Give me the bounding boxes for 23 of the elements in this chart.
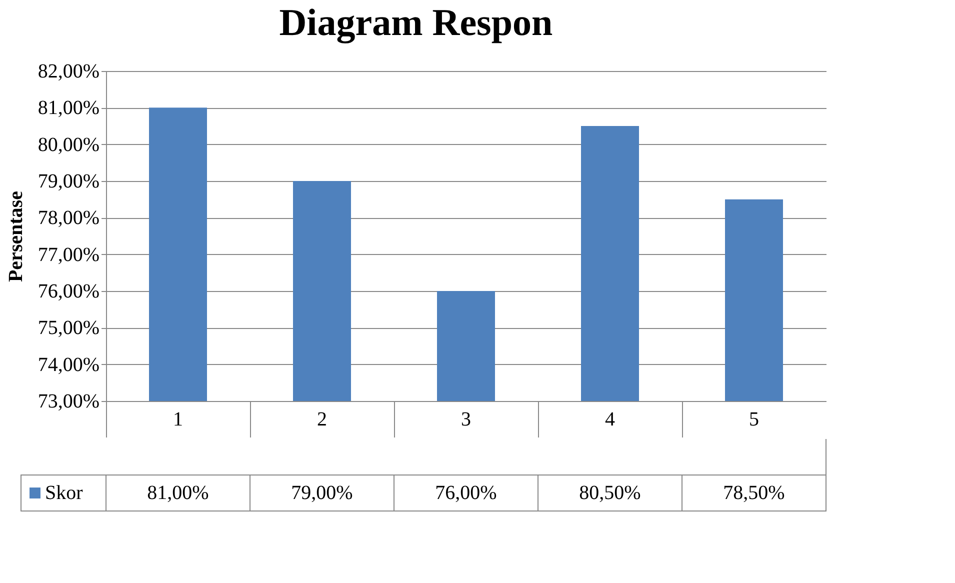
x-tick-label: 5 bbox=[749, 408, 759, 430]
x-tick-label: 3 bbox=[461, 408, 471, 430]
y-tick-label: 80,00% bbox=[38, 134, 100, 156]
data-label: 78,50% bbox=[723, 482, 785, 504]
y-tick-label: 81,00% bbox=[38, 97, 100, 120]
y-tick-label: 74,00% bbox=[38, 354, 100, 376]
y-tick-label: 77,00% bbox=[38, 244, 100, 266]
chart-title: Diagram Respon bbox=[279, 2, 553, 44]
y-tick-label: 76,00% bbox=[38, 280, 100, 302]
x-tick-label: 1 bbox=[173, 408, 183, 430]
y-tick-label: 79,00% bbox=[38, 170, 100, 192]
y-tick-label: 82,00% bbox=[38, 60, 100, 82]
data-label: 81,00% bbox=[147, 482, 209, 504]
data-label: 76,00% bbox=[435, 482, 497, 504]
data-label: 80,50% bbox=[579, 482, 641, 504]
y-tick-label: 75,00% bbox=[38, 317, 100, 340]
y-tick-label: 78,00% bbox=[38, 207, 100, 230]
x-tick-label: 4 bbox=[605, 408, 615, 430]
legend-label: Skor bbox=[45, 482, 84, 504]
y-tick-label: 73,00% bbox=[38, 390, 100, 412]
y-axis-title: Persentase bbox=[4, 190, 27, 282]
data-label: 79,00% bbox=[291, 482, 353, 504]
x-tick-label: 2 bbox=[317, 408, 327, 430]
